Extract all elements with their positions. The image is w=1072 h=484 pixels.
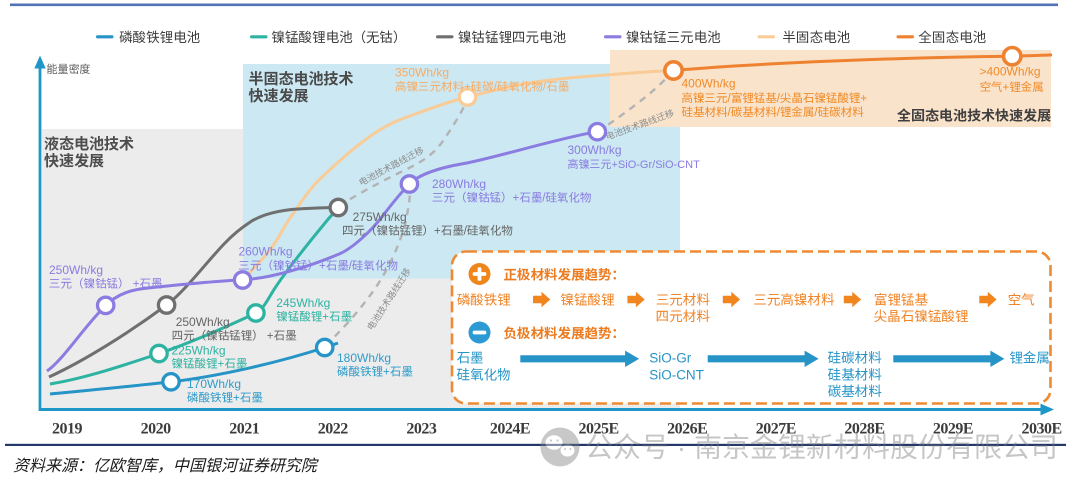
svg-text:三元（镍钴锰）+石墨/硅氧化物: 三元（镍钴锰）+石墨/硅氧化物 bbox=[432, 190, 591, 206]
svg-text:四元材料: 四元材料 bbox=[656, 305, 710, 325]
svg-text:负极材料发展趋势：: 负极材料发展趋势： bbox=[504, 322, 626, 342]
svg-text:高镍三元材料+硅碳/硅氧化物/石墨: 高镍三元材料+硅碳/硅氧化物/石墨 bbox=[395, 79, 569, 95]
svg-text:2029E: 2029E bbox=[933, 421, 973, 438]
svg-text:快速发展: 快速发展 bbox=[249, 85, 309, 106]
svg-text:2020: 2020 bbox=[141, 421, 172, 438]
svg-text:半固态电池技术: 半固态电池技术 bbox=[249, 68, 355, 89]
svg-text:2019: 2019 bbox=[52, 421, 83, 438]
svg-text:石墨: 石墨 bbox=[457, 347, 484, 367]
svg-text:400Wh/kg: 400Wh/kg bbox=[682, 75, 736, 92]
svg-text:三元（镍钴锰）+石墨/硅氧化物: 三元（镍钴锰）+石墨/硅氧化物 bbox=[239, 258, 398, 274]
svg-text:280Wh/kg: 280Wh/kg bbox=[432, 175, 486, 192]
svg-text:资料来源：亿欧智库，中国银河证券研究院: 资料来源：亿欧智库，中国银河证券研究院 bbox=[12, 452, 322, 476]
svg-text:三元材料: 三元材料 bbox=[656, 289, 710, 309]
svg-text:空气+锂金属: 空气+锂金属 bbox=[980, 79, 1044, 95]
svg-text:2024E: 2024E bbox=[490, 421, 530, 438]
svg-text:镍钴锰三元电池: 镍钴锰三元电池 bbox=[626, 26, 721, 46]
svg-text:2021: 2021 bbox=[229, 421, 260, 438]
svg-text:锂金属: 锂金属 bbox=[1009, 347, 1050, 367]
svg-text:硅基材料/碳基材料/锂金属/硅碳材料: 硅基材料/碳基材料/锂金属/硅碳材料 bbox=[682, 104, 864, 120]
svg-text:硅碳材料: 硅碳材料 bbox=[828, 347, 882, 367]
svg-text:260Wh/kg: 260Wh/kg bbox=[239, 243, 293, 260]
svg-text:镍锰酸锂: 镍锰酸锂 bbox=[561, 289, 615, 309]
svg-text:高镍三元+SiO-Gr/SiO-CNT: 高镍三元+SiO-Gr/SiO-CNT bbox=[568, 156, 701, 172]
svg-text:富锂锰基: 富锂锰基 bbox=[874, 289, 928, 309]
svg-text:2027E: 2027E bbox=[756, 421, 796, 438]
svg-text:全固态电池: 全固态电池 bbox=[919, 26, 987, 46]
svg-text:镍锰酸锂+石墨: 镍锰酸锂+石墨 bbox=[172, 356, 248, 372]
svg-text:170Wh/kg: 170Wh/kg bbox=[187, 375, 241, 392]
svg-text:快速发展: 快速发展 bbox=[44, 150, 104, 171]
svg-text:2026E: 2026E bbox=[667, 421, 707, 438]
svg-text:225Wh/kg: 225Wh/kg bbox=[172, 342, 226, 359]
svg-text:250Wh/kg: 250Wh/kg bbox=[176, 313, 230, 330]
svg-text:2030E: 2030E bbox=[1022, 421, 1062, 438]
svg-text:2028E: 2028E bbox=[844, 421, 884, 438]
svg-text:尖晶石镍锰酸锂: 尖晶石镍锰酸锂 bbox=[874, 305, 969, 325]
svg-text:半固态电池: 半固态电池 bbox=[783, 26, 851, 46]
svg-text:正极材料发展趋势：: 正极材料发展趋势： bbox=[504, 264, 626, 284]
svg-text:2022: 2022 bbox=[318, 421, 349, 438]
svg-text:180Wh/kg: 180Wh/kg bbox=[337, 349, 391, 366]
svg-text:镍钴锰锂四元电池: 镍钴锰锂四元电池 bbox=[458, 26, 566, 46]
svg-text:300Wh/kg: 300Wh/kg bbox=[568, 141, 622, 158]
svg-text:四元（镍钴锰锂） +石墨: 四元（镍钴锰锂） +石墨 bbox=[172, 328, 297, 344]
svg-text:镍锰酸锂+石墨: 镍锰酸锂+石墨 bbox=[276, 309, 352, 325]
svg-text:三元高镍材料: 三元高镍材料 bbox=[753, 289, 834, 309]
svg-text:镍锰酸锂电池（无钴）: 镍锰酸锂电池（无钴） bbox=[272, 26, 407, 46]
svg-text:公众号 · 南京金锂新材料股份有限公司: 公众号 · 南京金锂新材料股份有限公司 bbox=[585, 426, 1058, 466]
svg-text:碳基材料: 碳基材料 bbox=[828, 380, 882, 400]
svg-text:磷酸铁锂+石墨: 磷酸铁锂+石墨 bbox=[337, 364, 413, 380]
svg-text:SiO-Gr: SiO-Gr bbox=[649, 347, 692, 367]
svg-text:SiO-CNT: SiO-CNT bbox=[649, 364, 704, 384]
svg-text:硅氧化物: 硅氧化物 bbox=[457, 364, 511, 384]
svg-text:空气: 空气 bbox=[1008, 289, 1035, 309]
svg-text:四元（镍钴锰锂）+石墨/硅氧化物: 四元（镍钴锰锂）+石墨/硅氧化物 bbox=[342, 223, 513, 239]
svg-text:2023: 2023 bbox=[406, 421, 437, 438]
svg-text:能量密度: 能量密度 bbox=[47, 61, 91, 77]
svg-text:245Wh/kg: 245Wh/kg bbox=[276, 294, 330, 311]
svg-text:磷酸铁锂+石墨: 磷酸铁锂+石墨 bbox=[187, 390, 263, 406]
svg-text:350Wh/kg: 350Wh/kg bbox=[395, 64, 449, 81]
svg-text:>400Wh/kg: >400Wh/kg bbox=[980, 63, 1041, 80]
svg-text:三元（镍钴锰） +石墨: 三元（镍钴锰） +石墨 bbox=[49, 276, 162, 292]
svg-text:250Wh/kg: 250Wh/kg bbox=[49, 261, 103, 278]
svg-text:液态电池技术: 液态电池技术 bbox=[43, 133, 135, 154]
svg-text:2025E: 2025E bbox=[579, 421, 619, 438]
svg-text:磷酸铁锂电池: 磷酸铁锂电池 bbox=[119, 26, 200, 46]
svg-text:高镍三元/富锂锰基/尖晶石镍锰酸锂+: 高镍三元/富锂锰基/尖晶石镍锰酸锂+ bbox=[682, 90, 868, 106]
svg-text:硅基材料: 硅基材料 bbox=[828, 364, 882, 384]
svg-text:275Wh/kg: 275Wh/kg bbox=[353, 208, 407, 225]
svg-text:磷酸铁锂: 磷酸铁锂 bbox=[457, 289, 511, 309]
svg-text:全固态电池技术快速发展: 全固态电池技术快速发展 bbox=[897, 106, 1051, 126]
